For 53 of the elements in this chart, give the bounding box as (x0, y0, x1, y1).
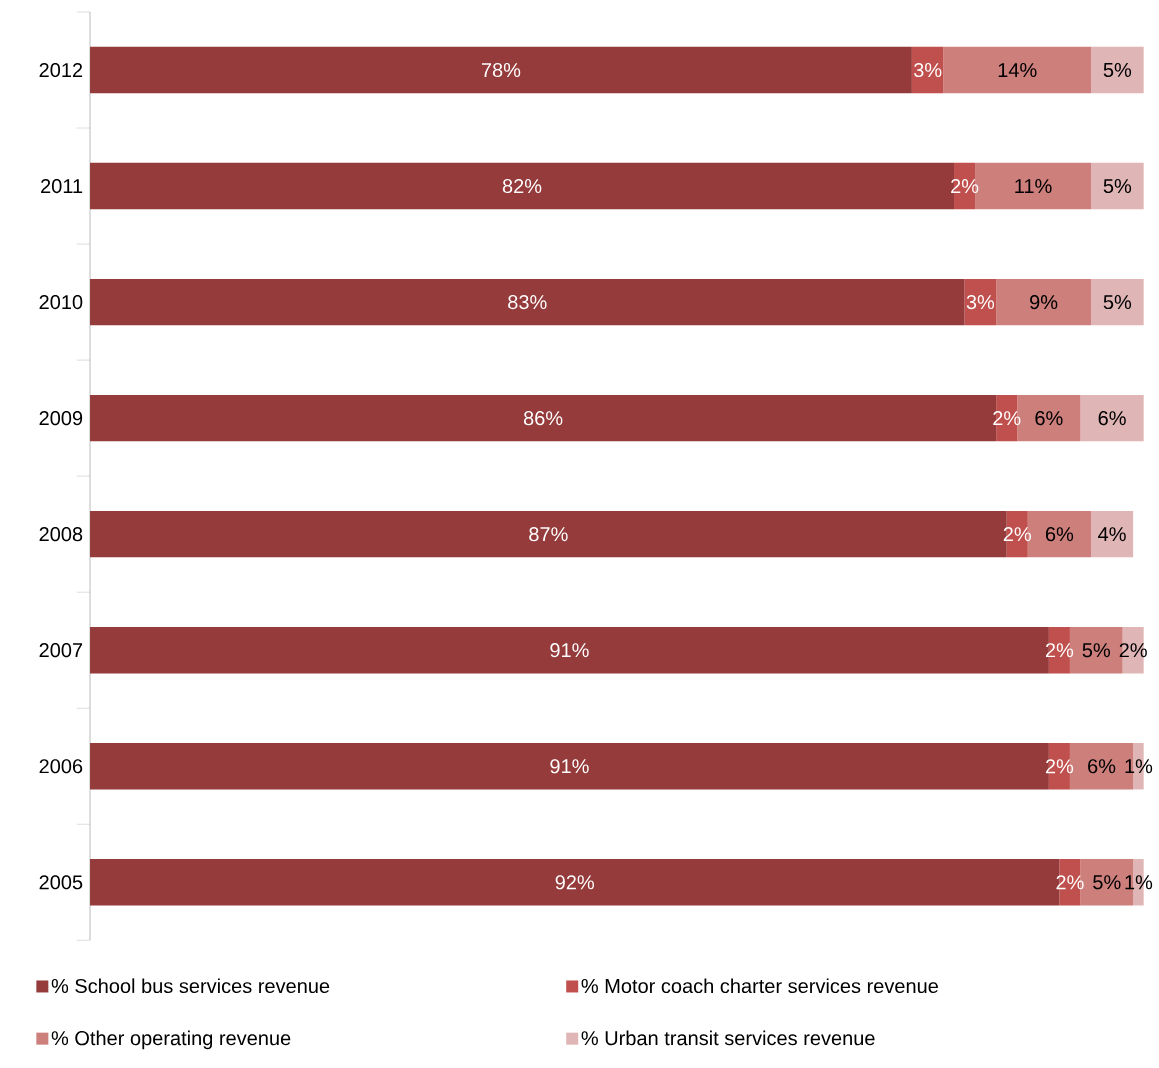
legend-label: % Urban transit services revenue (581, 1030, 875, 1046)
bar (90, 46, 912, 94)
data-label: 92% (555, 875, 594, 890)
data-label: 6% (1098, 410, 1126, 426)
data-label: 2% (1045, 759, 1074, 774)
bar (996, 278, 1091, 326)
data-label: 6% (1088, 758, 1116, 774)
bar (1091, 278, 1144, 326)
y-tick-label: 2005 (39, 875, 83, 890)
data-label: 11% (1015, 178, 1052, 193)
data-label: 3% (966, 294, 995, 309)
data-label: 4% (1098, 527, 1126, 542)
data-label: 5% (1093, 875, 1121, 890)
data-label: 3% (913, 62, 942, 77)
data-label: 2% (993, 410, 1021, 426)
bar (90, 278, 965, 326)
data-label: 6% (1035, 410, 1063, 426)
bar (1091, 46, 1144, 94)
y-tick-label: 2010 (39, 294, 83, 310)
bar (943, 46, 1091, 94)
bar (1091, 162, 1144, 210)
data-label: 9% (1030, 294, 1058, 309)
data-label: 78% (481, 62, 521, 77)
data-label: 91% (550, 758, 589, 774)
legend-label: % Other operating revenue (51, 1030, 291, 1050)
data-label: 14% (998, 62, 1037, 77)
data-label: 5% (1103, 62, 1132, 77)
y-tick-label: 2011 (41, 178, 83, 193)
y-tick-label: 2012 (39, 62, 83, 77)
data-label: 86% (523, 410, 563, 426)
data-label: 5% (1103, 294, 1132, 309)
data-label: 2% (1045, 642, 1074, 658)
data-label: 83% (508, 294, 547, 309)
y-tick-label: 2007 (39, 642, 83, 658)
bar (1091, 510, 1134, 558)
data-label: 82% (502, 178, 542, 193)
data-label: 2% (951, 178, 979, 193)
y-tick-label: 2006 (39, 758, 83, 774)
y-tick-label: 2008 (39, 526, 83, 542)
data-label: 6% (1045, 526, 1074, 542)
data-label: 2% (1003, 526, 1031, 542)
data-label: 87% (529, 526, 568, 542)
bar (1080, 394, 1144, 442)
y-tick-label: 2009 (39, 410, 83, 426)
data-label: 2% (1119, 642, 1147, 658)
data-label: 91% (550, 642, 589, 658)
data-label: 1% (1125, 759, 1153, 774)
legend-label: % School bus services revenue (51, 978, 330, 993)
legend-label: % Motor coach charter services revenue (581, 978, 938, 993)
data-label: 2% (1056, 875, 1084, 890)
data-label: 1% (1125, 875, 1153, 890)
data-label: 5% (1082, 643, 1110, 658)
data-label: 5% (1103, 178, 1132, 193)
